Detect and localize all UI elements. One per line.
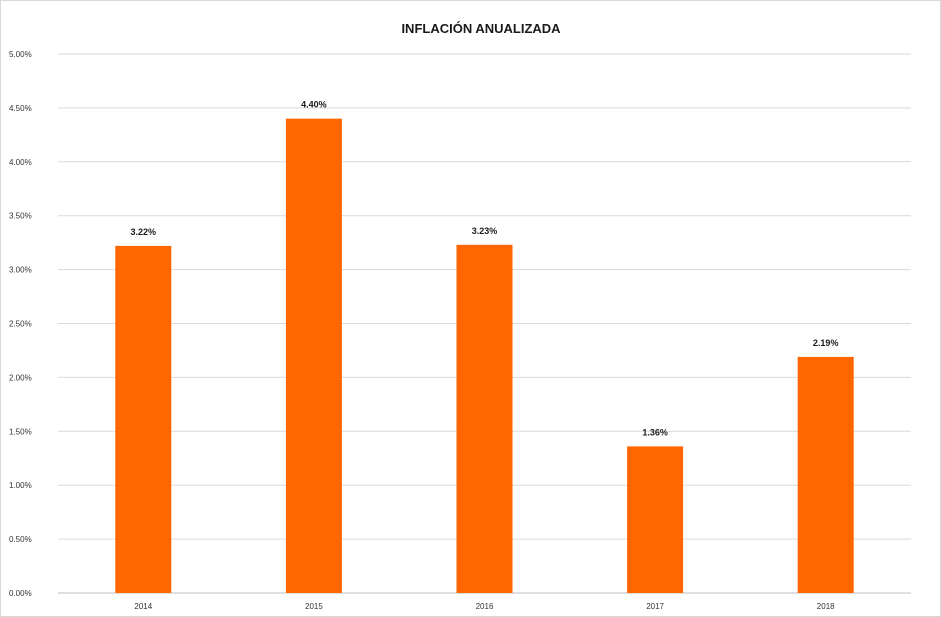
y-tick-label: 3.00% (9, 266, 32, 275)
x-tick-label: 2018 (817, 602, 835, 611)
data-label-2014: 3.22% (131, 227, 157, 237)
chart-title: INFLACIÓN ANUALIZADA (401, 21, 561, 36)
x-tick-label: 2014 (134, 602, 152, 611)
y-tick-label: 1.00% (9, 481, 32, 490)
y-tick-label: 2.50% (9, 320, 32, 329)
y-tick-label: 5.00% (9, 50, 32, 59)
y-tick-label: 1.50% (9, 427, 32, 436)
y-tick-label: 4.00% (9, 158, 32, 167)
y-tick-label: 2.00% (9, 373, 32, 382)
x-tick-label: 2016 (476, 602, 494, 611)
bars (115, 118, 854, 594)
data-labels: 3.22% 4.40% 3.23% 1.36% 2.19% (131, 100, 839, 438)
y-tick-label: 0.50% (9, 535, 32, 544)
y-tick-label: 0.00% (9, 589, 32, 598)
bar-2014 (115, 245, 172, 593)
x-tick-label: 2017 (646, 602, 664, 611)
bar-2018 (797, 356, 854, 593)
x-tick-label: 2015 (305, 602, 323, 611)
data-label-2015: 4.40% (301, 100, 327, 110)
bar-2017 (627, 446, 684, 593)
bar-2015 (285, 118, 342, 594)
y-tick-label: 4.50% (9, 104, 32, 113)
x-axis-ticks: 2014 2015 2016 2017 2018 (134, 602, 835, 611)
y-tick-label: 3.50% (9, 212, 32, 221)
data-label-2018: 2.19% (813, 338, 839, 348)
y-axis-ticks: 0.00% 0.50% 1.00% 1.50% 2.00% 2.50% 3.00% 3.50%… (9, 50, 32, 598)
bar-2016 (456, 244, 513, 593)
data-label-2017: 1.36% (642, 427, 668, 437)
data-label-2016: 3.23% (472, 226, 498, 236)
